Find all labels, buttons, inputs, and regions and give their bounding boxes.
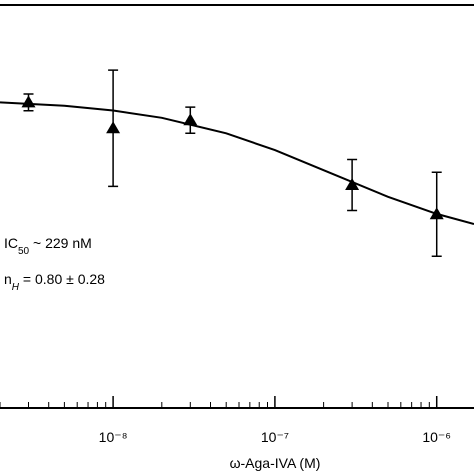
nh-main: n: [4, 271, 12, 287]
marker: [21, 95, 36, 108]
marker: [429, 207, 444, 220]
x-tick-label: 10⁻⁶: [422, 429, 451, 445]
nh-annotation: nH = 0.80 ± 0.28: [4, 271, 105, 293]
marker: [345, 178, 360, 191]
nh-rest: = 0.80 ± 0.28: [19, 271, 105, 287]
x-axis-label: ω-Aga-IVA (M): [230, 455, 321, 471]
nh-sub: H: [12, 282, 20, 293]
x-tick-label: 10⁻⁷: [261, 429, 289, 445]
marker: [106, 121, 121, 134]
ic50-sub: 50: [18, 246, 30, 257]
fit-curve: [0, 101, 474, 225]
x-tick-label: 10⁻⁸: [99, 429, 128, 445]
marker: [183, 113, 198, 126]
ic50-main: IC: [4, 235, 18, 251]
ic50-annotation: IC50 ~ 229 nM: [4, 235, 92, 257]
ic50-rest: ~ 229 nM: [29, 235, 92, 251]
